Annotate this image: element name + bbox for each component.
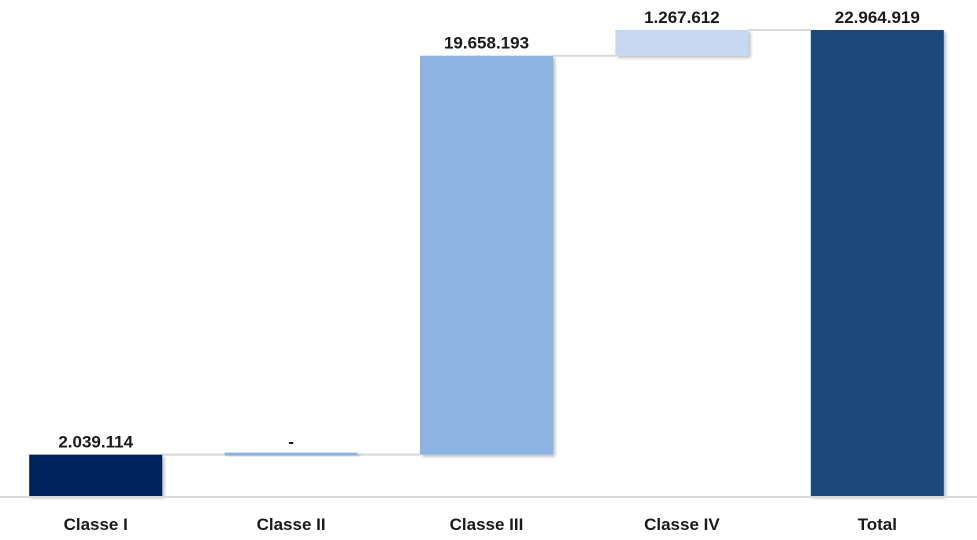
bar-classe-iii <box>420 55 553 455</box>
connector-lines <box>162 29 811 456</box>
bar-classe-iv <box>615 30 749 56</box>
category-label: Classe III <box>450 515 524 534</box>
value-label: 1.267.612 <box>644 8 720 27</box>
category-label: Classe II <box>257 515 326 534</box>
bar-classe-i <box>29 454 163 496</box>
bar-classe-ii <box>224 452 358 456</box>
bars-group <box>29 30 944 496</box>
category-label: Total <box>858 515 897 534</box>
category-label: Classe IV <box>644 515 720 534</box>
value-label: 2.039.114 <box>58 433 133 452</box>
bar-total <box>810 30 944 496</box>
value-label: 22.964.919 <box>835 8 920 27</box>
category-label: Classe I <box>64 515 128 534</box>
value-label: - <box>288 433 294 452</box>
category-labels-group: Classe I Classe II Classe III Classe IV Tota… <box>64 515 897 534</box>
value-labels-group: 2.039.114 - 19.658.193 1.267.612 22.964.919 <box>58 8 919 452</box>
value-label: 19.658.193 <box>444 34 529 53</box>
